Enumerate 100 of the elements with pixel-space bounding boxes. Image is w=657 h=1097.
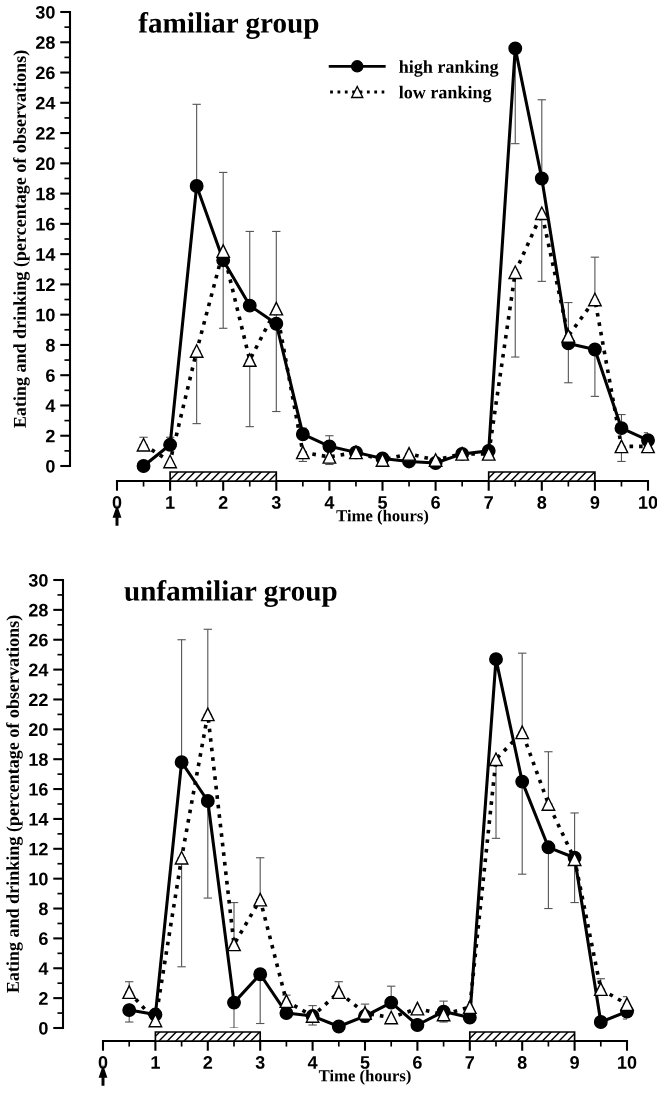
point <box>279 994 294 1009</box>
y-tick-label: 4 <box>38 962 49 975</box>
legend-label: low ranking <box>399 85 492 103</box>
point <box>136 459 151 473</box>
y-tick-label: 8 <box>45 338 55 352</box>
chart-title: unfamiliar group <box>124 580 337 607</box>
y-tick-label: 8 <box>38 902 48 916</box>
y-tick-label: 0 <box>46 459 55 473</box>
y-tick-label: 18 <box>36 187 55 201</box>
point <box>384 1010 399 1025</box>
point <box>587 342 602 357</box>
x-tick-label: 0 <box>98 1056 108 1069</box>
y-tick-label: 2 <box>39 992 48 1005</box>
point <box>136 437 151 452</box>
x-tick-label: 8 <box>517 1056 527 1069</box>
y-tick-label: 22 <box>28 693 48 707</box>
x-tick-label: 3 <box>271 496 281 509</box>
point <box>331 1019 346 1034</box>
point <box>331 985 346 1000</box>
point <box>122 1003 137 1018</box>
y-tick-label: 6 <box>46 369 55 382</box>
y-tick-label: 18 <box>29 753 48 766</box>
point <box>174 755 189 770</box>
point <box>216 244 231 259</box>
point <box>614 421 629 436</box>
x-tick-label: 7 <box>484 496 493 509</box>
y-tick-label: 28 <box>35 36 55 49</box>
x-tick-label: 3 <box>255 1056 265 1069</box>
point <box>189 179 204 193</box>
y-axis-title: Eating and drinking (percentage of observations) <box>13 50 30 428</box>
point <box>279 1006 294 1021</box>
point <box>384 995 399 1010</box>
y-tick-label: 6 <box>39 932 48 946</box>
y-tick-label: 26 <box>28 633 48 647</box>
point <box>489 752 503 767</box>
chart-title: familiar group <box>138 12 319 39</box>
x-tick-label: 6 <box>431 496 440 509</box>
point <box>508 41 523 56</box>
point <box>295 445 310 460</box>
y-tick-label: 20 <box>28 723 48 737</box>
point <box>620 997 634 1012</box>
x-tick-label: 5 <box>378 496 388 509</box>
y-tick-label: 2 <box>46 429 55 443</box>
point <box>515 774 530 789</box>
y-tick-label: 16 <box>36 217 55 231</box>
point <box>462 1000 477 1015</box>
point <box>163 437 178 452</box>
y-tick-label: 10 <box>36 308 55 322</box>
point <box>227 937 241 952</box>
point <box>269 301 284 316</box>
point <box>322 439 337 454</box>
y-tick-label: 4 <box>45 399 56 413</box>
y-tick-label: 30 <box>28 573 48 587</box>
point <box>163 454 178 469</box>
x-tick-label: 4 <box>324 496 335 509</box>
y-tick-label: 22 <box>35 127 55 140</box>
point <box>295 427 310 442</box>
x-tick-label: 10 <box>618 1056 637 1069</box>
x-tick-label: 1 <box>151 1056 160 1069</box>
x-tick-label: 1 <box>166 496 175 509</box>
point <box>410 1018 425 1032</box>
x-tick-label: 2 <box>203 1056 213 1069</box>
x-tick-label: 6 <box>413 1056 422 1069</box>
point <box>200 707 215 722</box>
point <box>174 850 189 865</box>
point <box>614 439 629 454</box>
point <box>541 797 556 811</box>
point <box>242 353 257 368</box>
point <box>593 1015 608 1029</box>
y-tick-label: 30 <box>35 5 55 19</box>
point <box>253 967 268 982</box>
y-tick-label: 0 <box>39 1021 48 1035</box>
x-tick-label: 4 <box>307 1056 318 1069</box>
point <box>587 292 602 307</box>
y-tick-label: 28 <box>28 603 48 617</box>
point <box>534 171 549 186</box>
y-tick-label: 26 <box>35 66 55 80</box>
point <box>122 985 137 1000</box>
point <box>242 298 257 313</box>
x-tick-label: 8 <box>537 496 547 509</box>
point <box>189 344 204 358</box>
y-tick-label: 14 <box>29 813 49 826</box>
x-tick-label: 9 <box>590 496 600 509</box>
x-axis-title: Time (hours) <box>318 1069 411 1085</box>
legend-label: high ranking <box>399 60 499 77</box>
y-tick-label: 24 <box>35 96 56 110</box>
y-axis-title: Eating and drinking (percentage of observations) <box>6 615 23 993</box>
point <box>402 446 416 461</box>
point <box>253 892 268 907</box>
point <box>534 206 549 221</box>
point <box>541 840 556 855</box>
y-tick-label: 20 <box>35 157 55 171</box>
x-tick-label: 0 <box>112 496 122 509</box>
point <box>561 328 576 343</box>
x-axis-title: Time (hours) <box>336 509 429 525</box>
point <box>508 265 523 280</box>
y-tick-label: 10 <box>29 872 48 886</box>
point <box>515 725 530 740</box>
point <box>227 995 241 1010</box>
x-tick-label: 5 <box>360 1056 370 1069</box>
